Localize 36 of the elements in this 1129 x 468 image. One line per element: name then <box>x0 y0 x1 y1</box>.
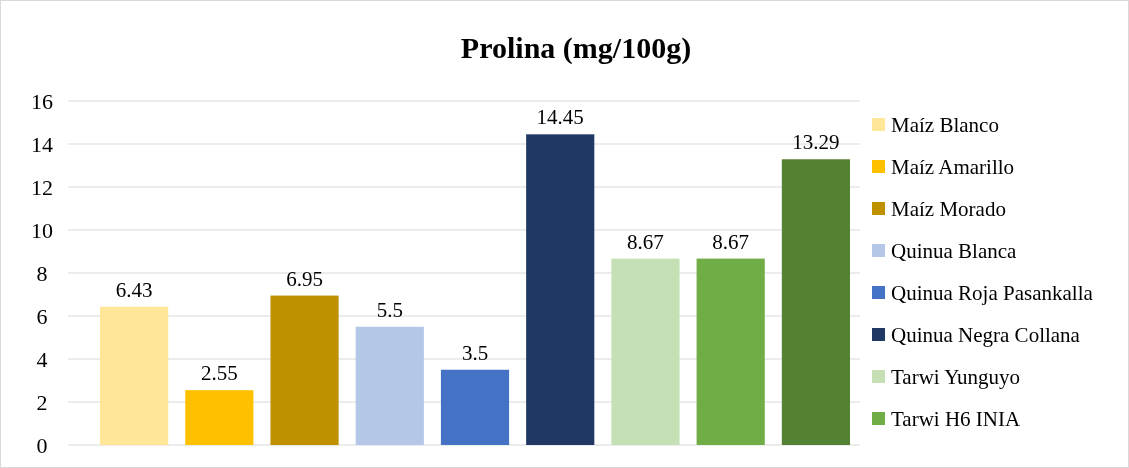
y-tick-label: 0 <box>36 432 48 458</box>
data-label: 6.95 <box>286 266 323 291</box>
y-tick-label: 16 <box>31 88 53 114</box>
y-tick-label: 12 <box>31 174 53 200</box>
data-label: 3.5 <box>461 340 489 365</box>
legend-label: Maíz Amarillo <box>891 155 1015 180</box>
bar <box>100 306 169 445</box>
legend-label: Tarwi H6 INIA <box>891 407 1021 432</box>
y-tick-label: 8 <box>36 260 48 286</box>
y-tick-label: 14 <box>31 131 53 157</box>
legend-label: Quinua Roja Pasankalla <box>891 281 1094 306</box>
data-label: 14.45 <box>536 105 584 130</box>
data-label: 8.67 <box>627 229 664 254</box>
legend-label: Quinua Negra Collana <box>891 323 1081 348</box>
bar <box>185 390 254 445</box>
y-tick-label: 10 <box>31 217 53 243</box>
y-tick-label: 6 <box>36 303 48 329</box>
y-tick-label: 2 <box>36 389 48 415</box>
chart-title: Prolina (mg/100g) <box>460 31 692 65</box>
data-label: 5.5 <box>376 297 403 322</box>
legend-label: Quinua Blanca <box>891 239 1018 264</box>
bar <box>696 258 765 445</box>
bar <box>526 134 595 445</box>
bar <box>270 295 339 445</box>
bar <box>781 159 850 445</box>
data-label: 6.43 <box>115 277 153 302</box>
legend-label: Maíz Morado <box>891 197 1006 222</box>
data-label: 8.67 <box>712 229 750 254</box>
data-label: 13.29 <box>792 130 840 155</box>
bar <box>611 258 680 445</box>
y-tick-label: 4 <box>36 346 48 372</box>
bar <box>440 369 510 445</box>
legend-label: Tarwi Yunguyo <box>891 365 1020 390</box>
legend-label: Maíz Blanco <box>891 113 999 138</box>
data-label: 2.55 <box>200 361 238 386</box>
bar <box>355 326 424 445</box>
